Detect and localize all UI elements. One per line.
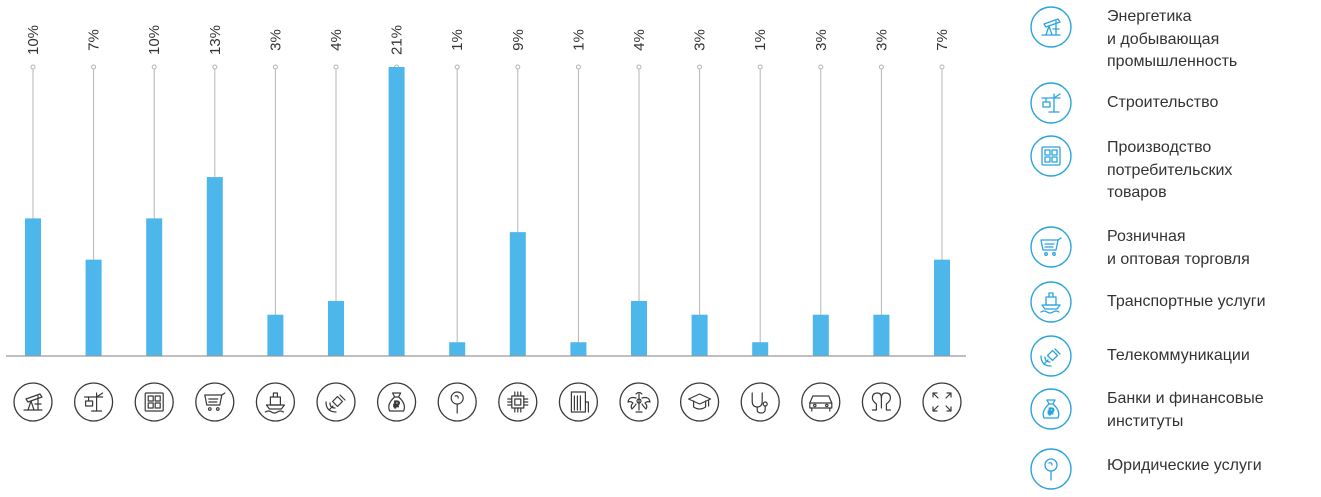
leader-dot: [939, 64, 945, 70]
legend-label: Транспортные услуги: [1107, 293, 1266, 310]
legend-label: Розничная и оптовая торговля: [1107, 228, 1250, 268]
legal-pin-icon: [437, 382, 477, 422]
pharma-icon: [861, 382, 902, 422]
data-label: 7%: [86, 29, 103, 51]
data-label: 9%: [510, 29, 527, 51]
data-label: 4%: [631, 29, 648, 51]
building-icon: [558, 382, 599, 422]
data-label: 10%: [146, 25, 163, 55]
leader-dot: [151, 64, 157, 70]
bar: [631, 300, 647, 356]
leader-dot: [636, 64, 642, 70]
legend-label: Юридические услуги: [1107, 457, 1262, 474]
bar: [328, 300, 344, 356]
bar: [873, 314, 890, 356]
leader-dot: [515, 64, 521, 70]
bar: [934, 259, 950, 356]
emblem-icon: [619, 382, 659, 422]
data-label: 1%: [752, 29, 769, 51]
svg-text:₽: ₽: [393, 400, 400, 411]
leader-dot: [30, 64, 36, 70]
leader-dot: [91, 64, 97, 70]
leader-dot: [333, 64, 339, 70]
data-label: 3%: [692, 29, 709, 51]
telecom-satellite-icon: [1028, 333, 1074, 379]
data-label: 3%: [813, 29, 830, 51]
leader-dot: [212, 64, 218, 70]
leader-dot: [818, 64, 824, 70]
retail-cart-icon: [195, 382, 235, 422]
bar: [812, 314, 829, 356]
bar: [691, 314, 708, 356]
construction-icon: [1028, 80, 1074, 126]
data-label: 21%: [389, 25, 406, 55]
data-label: 1%: [449, 29, 466, 51]
transport-ship-icon: [255, 382, 296, 422]
bar: [752, 342, 769, 356]
education-cap-icon: [679, 382, 720, 422]
bar: [25, 218, 41, 356]
other-expand-icon: [922, 382, 962, 422]
leader-dot: [697, 64, 703, 70]
bar: [206, 177, 223, 356]
leader-dot: [757, 64, 763, 70]
bar: [509, 232, 526, 356]
svg-text:₽: ₽: [1048, 407, 1055, 418]
leader-dot: [575, 64, 581, 70]
consumer-goods-icon: [1028, 133, 1074, 179]
legal-pin-icon: [1028, 446, 1074, 492]
consumer-goods-icon: [134, 382, 174, 422]
legend-label: Банки и финансовые институты: [1107, 390, 1264, 430]
data-label: 1%: [570, 29, 587, 51]
transport-ship-icon: [1028, 279, 1074, 325]
automotive-car-icon: [801, 382, 841, 422]
data-label: 3%: [873, 29, 890, 51]
bar: [388, 67, 405, 356]
retail-cart-icon: [1028, 224, 1074, 270]
bar-chart: 10% 7% 10% 13% 3% 4% 21% ₽1% 9% 1% 4% 3% 1% 3% 3% 7%: [6, 25, 966, 422]
data-label: 7%: [934, 29, 951, 51]
banking-moneybag-icon: ₽: [376, 382, 417, 422]
telecom-satellite-icon: [316, 382, 356, 422]
bar: [570, 342, 587, 356]
bar: [146, 218, 163, 356]
legend-label: Телекоммуникации: [1107, 347, 1250, 364]
data-label: 4%: [328, 29, 345, 51]
bar: [85, 259, 102, 356]
legend-label: Производство потребительских товаров: [1107, 139, 1233, 201]
chip-icon: [498, 382, 538, 422]
leader-dot: [454, 64, 460, 70]
banking-moneybag-icon: ₽: [1028, 386, 1074, 432]
bar: [449, 342, 466, 356]
data-label: 3%: [267, 29, 284, 51]
legend-label: Энергетика и добывающая промышленность: [1107, 8, 1238, 70]
energy-mining-icon: [13, 382, 53, 422]
construction-icon: [73, 382, 114, 422]
medicine-stethoscope-icon: [740, 382, 780, 422]
legend-label: Строительство: [1107, 94, 1219, 111]
data-label: 13%: [207, 25, 224, 55]
leader-dot: [878, 64, 884, 70]
energy-mining-icon: [1028, 4, 1074, 50]
data-label: 10%: [25, 25, 42, 55]
bar: [267, 314, 284, 356]
leader-dot: [272, 64, 278, 70]
